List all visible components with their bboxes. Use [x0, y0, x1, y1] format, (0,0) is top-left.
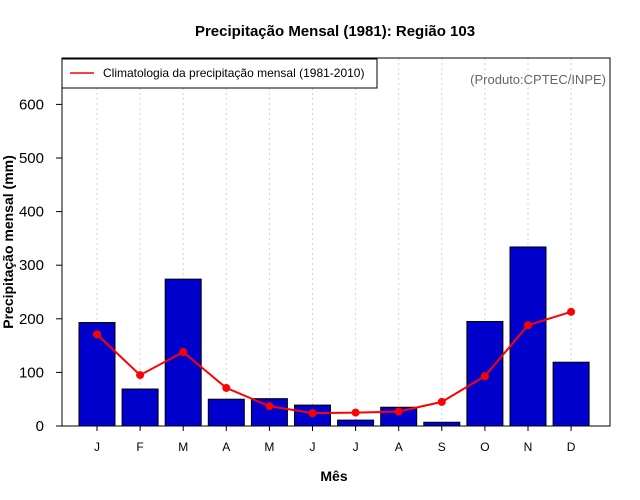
x-axis-label: Mês	[320, 468, 347, 484]
grid-lines	[96, 58, 572, 426]
y-tick-label: 0	[36, 418, 44, 435]
bar	[337, 419, 375, 427]
bar	[207, 398, 245, 427]
climatology-point	[351, 408, 360, 417]
bar	[78, 322, 116, 427]
source-annotation: (Produto:CPTEC/INPE)	[470, 72, 606, 87]
y-tick-label: 300	[19, 257, 44, 274]
climatology-point	[394, 407, 403, 416]
climatology-point	[93, 330, 101, 339]
y-axis-label: Precipitação mensal (mm)	[0, 155, 16, 329]
climatology-point	[524, 321, 532, 330]
y-tick-label: 500	[19, 150, 44, 167]
legend-box	[61, 58, 378, 89]
x-tick-label: F	[136, 440, 143, 454]
climatology-point	[567, 307, 576, 316]
chart-title: Precipitação Mensal (1981): Região 103	[195, 23, 475, 40]
climatology-point	[437, 397, 446, 406]
climatology-point	[179, 348, 188, 357]
x-tick-label: J	[310, 440, 316, 454]
climatology-point	[265, 402, 274, 411]
bar-series	[78, 246, 590, 427]
climatology-point	[136, 371, 145, 380]
climatology-line-series	[93, 307, 576, 418]
climatology-point	[308, 409, 317, 418]
legend-entry-climatology: Climatologia da precipitação mensal (198…	[103, 66, 364, 80]
y-axis: 0 100 200 300 400 500 600	[19, 96, 62, 435]
bar	[423, 421, 461, 427]
bar	[121, 388, 159, 427]
climatology-point	[222, 383, 231, 392]
plot-frame	[61, 57, 611, 427]
x-tick-label: S	[438, 440, 446, 454]
x-tick-label: J	[353, 440, 359, 454]
x-tick-label: M	[264, 440, 274, 454]
y-tick-label: 600	[19, 96, 44, 113]
y-tick-label: 200	[19, 311, 44, 328]
y-tick-label: 100	[19, 364, 44, 381]
x-tick-label: O	[480, 440, 489, 454]
legend: Climatologia da precipitação mensal (198…	[61, 58, 378, 89]
x-tick-label: A	[395, 440, 403, 454]
x-tick-label: M	[178, 440, 188, 454]
x-tick-label: A	[222, 440, 230, 454]
x-tick-label: D	[567, 440, 576, 454]
climatology-line	[96, 310, 572, 415]
x-tick-label: N	[524, 440, 533, 454]
climatology-point	[480, 372, 489, 381]
y-tick-label: 400	[19, 204, 44, 221]
x-tick-label: J	[94, 440, 100, 454]
bar	[509, 246, 547, 427]
bar	[552, 361, 590, 427]
